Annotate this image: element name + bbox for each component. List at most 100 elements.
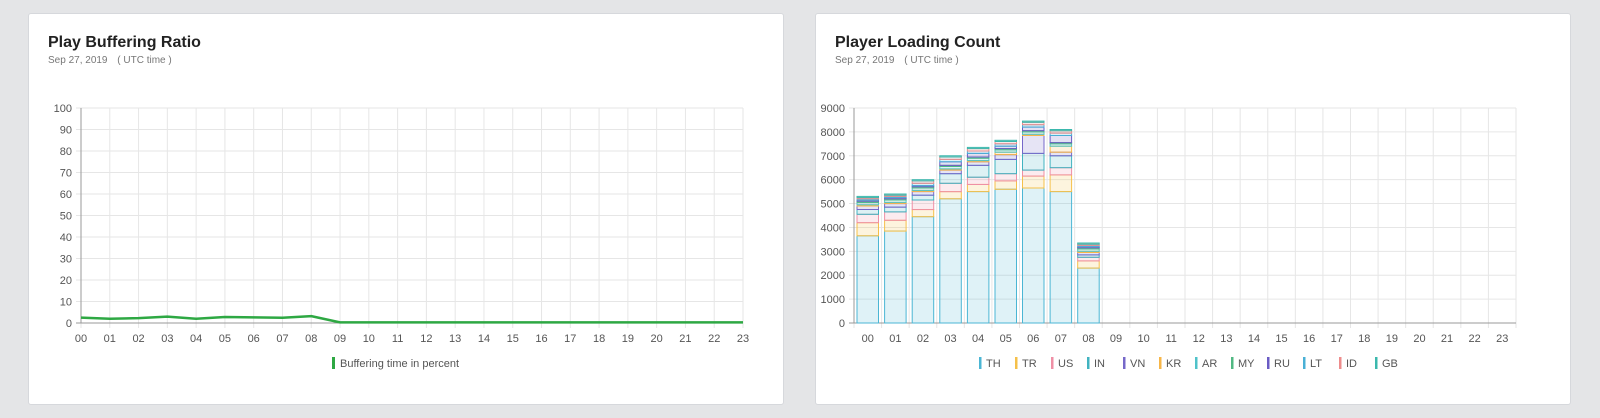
legend-label: LT [1310,358,1322,370]
x-tick-label: 19 [622,333,634,345]
y-tick-label: 3000 [821,246,845,258]
card-title: Play Buffering Ratio [48,34,201,51]
bar-segment-th [884,230,907,324]
y-tick-label: 90 [60,125,72,137]
y-tick-label: 20 [60,275,72,287]
bar-segment-vn [966,161,990,166]
card-title: Player Loading Count [835,34,1001,51]
bar-segment-th [966,191,990,324]
x-tick-label: 07 [276,333,288,345]
y-tick-label: 60 [60,189,72,201]
legend-label: MY [1238,358,1255,370]
loading-count-card: Player Loading Count Sep 27, 2019 ( UTC … [815,13,1571,405]
y-tick-label: 1000 [821,294,845,306]
series-line [80,314,743,324]
legend-swatch [1339,357,1342,369]
x-tick-label: 02 [917,333,929,345]
bar-segment-ru [1049,135,1073,144]
bar-segment-vn [994,154,1017,160]
x-tick-label: 23 [1496,333,1508,345]
card-timezone: ( UTC time ) [117,55,172,66]
bar-segment-vn [1049,151,1073,157]
legend-label: RU [1274,358,1290,370]
y-tick-label: 70 [60,168,72,180]
x-tick-label: 17 [1331,333,1343,345]
y-tick-label: 9000 [821,103,845,115]
legend-label: TH [986,358,1001,370]
legend-swatch [1303,357,1306,369]
y-tick-label: 0 [66,318,72,330]
y-tick-label: 8000 [821,127,845,139]
legend-label: GB [1382,358,1398,370]
bar-segment-tr [856,222,879,237]
bar-segment-tr [1049,174,1073,193]
x-tick-label: 03 [944,333,956,345]
x-tick-label: 18 [593,333,605,345]
x-tick-label: 12 [420,333,432,345]
x-tick-label: 20 [1413,333,1425,345]
bar-segment-ru [1022,126,1045,132]
legend-swatch [1123,357,1126,369]
legend-label: TR [1022,358,1037,370]
x-tick-label: 05 [219,333,231,345]
x-tick-label: 22 [1469,333,1481,345]
x-tick-label: 16 [535,333,547,345]
bar-segment-us [1077,256,1100,262]
bar-segment-in [994,158,1017,175]
card-date: Sep 27, 2019 [48,55,108,66]
bar-segment-th [856,235,879,324]
y-tick-label: 0 [839,318,845,330]
bar-segment-tr [884,219,907,232]
x-tick-label: 09 [334,333,346,345]
x-tick-label: 08 [305,333,317,345]
y-tick-label: 7000 [821,151,845,163]
bar-segment-th [1049,191,1073,324]
y-tick-label: 30 [60,254,72,266]
bar-segment-vn [1022,135,1045,154]
legend-swatch [1195,357,1198,369]
card-subtitle: Sep 27, 2019 ( UTC time ) [835,55,959,66]
legend-swatch [1375,357,1378,369]
legend-label: AR [1202,358,1217,370]
x-tick-label: 14 [1248,333,1260,345]
bar-segment-in [1049,155,1073,169]
x-tick-label: 05 [1000,333,1012,345]
legend-label: VN [1130,358,1145,370]
bar-segment-vn [939,169,962,175]
bar-segment-tr [966,183,990,193]
bar-segment-tr [939,191,962,200]
card-date: Sep 27, 2019 [835,55,895,66]
x-tick-label: 08 [1082,333,1094,345]
bar-segment-vn [911,191,935,196]
x-tick-label: 17 [564,333,576,345]
x-tick-label: 11 [1165,333,1176,345]
x-tick-label: 15 [507,333,519,345]
bar-segment-in [939,173,962,184]
x-tick-label: 03 [161,333,173,345]
player-loading-chart[interactable]: 0 1000 2000 3000 4000 5000 6000 7000 8000 9000 00 0… [816,14,1572,406]
y-tick-label: 4000 [821,222,845,234]
bar-segment-tr [1022,175,1045,189]
bar-segment-in [856,209,879,215]
x-tick-label: 16 [1303,333,1315,345]
y-tick-label: 100 [54,103,72,115]
x-tick-label: 20 [651,333,663,345]
x-tick-label: 01 [104,333,116,345]
bar-segment-vn [884,203,907,208]
x-tick-label: 02 [132,333,144,345]
x-tick-label: 04 [972,333,984,345]
x-tick-label: 23 [737,333,749,345]
bar-segment-tr [994,180,1017,190]
bar-segment-us [911,199,935,211]
x-tick-label: 22 [708,333,720,345]
bar-segment-us [939,182,962,193]
bar-segment-gb [939,155,962,158]
x-tick-label: 18 [1358,333,1370,345]
bar-segment-ru [939,161,962,166]
buffering-ratio-chart[interactable]: 0 10 20 30 40 50 60 70 80 90 100 00 01 02 03 04 05 06 07 08… [29,14,785,406]
bar-segment-in [1022,152,1045,171]
bar-segment-gb [1049,129,1073,132]
bar-segment-ru [966,152,990,158]
bar-segment-in [884,206,907,213]
card-subtitle: Sep 27, 2019 ( UTC time ) [48,55,172,66]
